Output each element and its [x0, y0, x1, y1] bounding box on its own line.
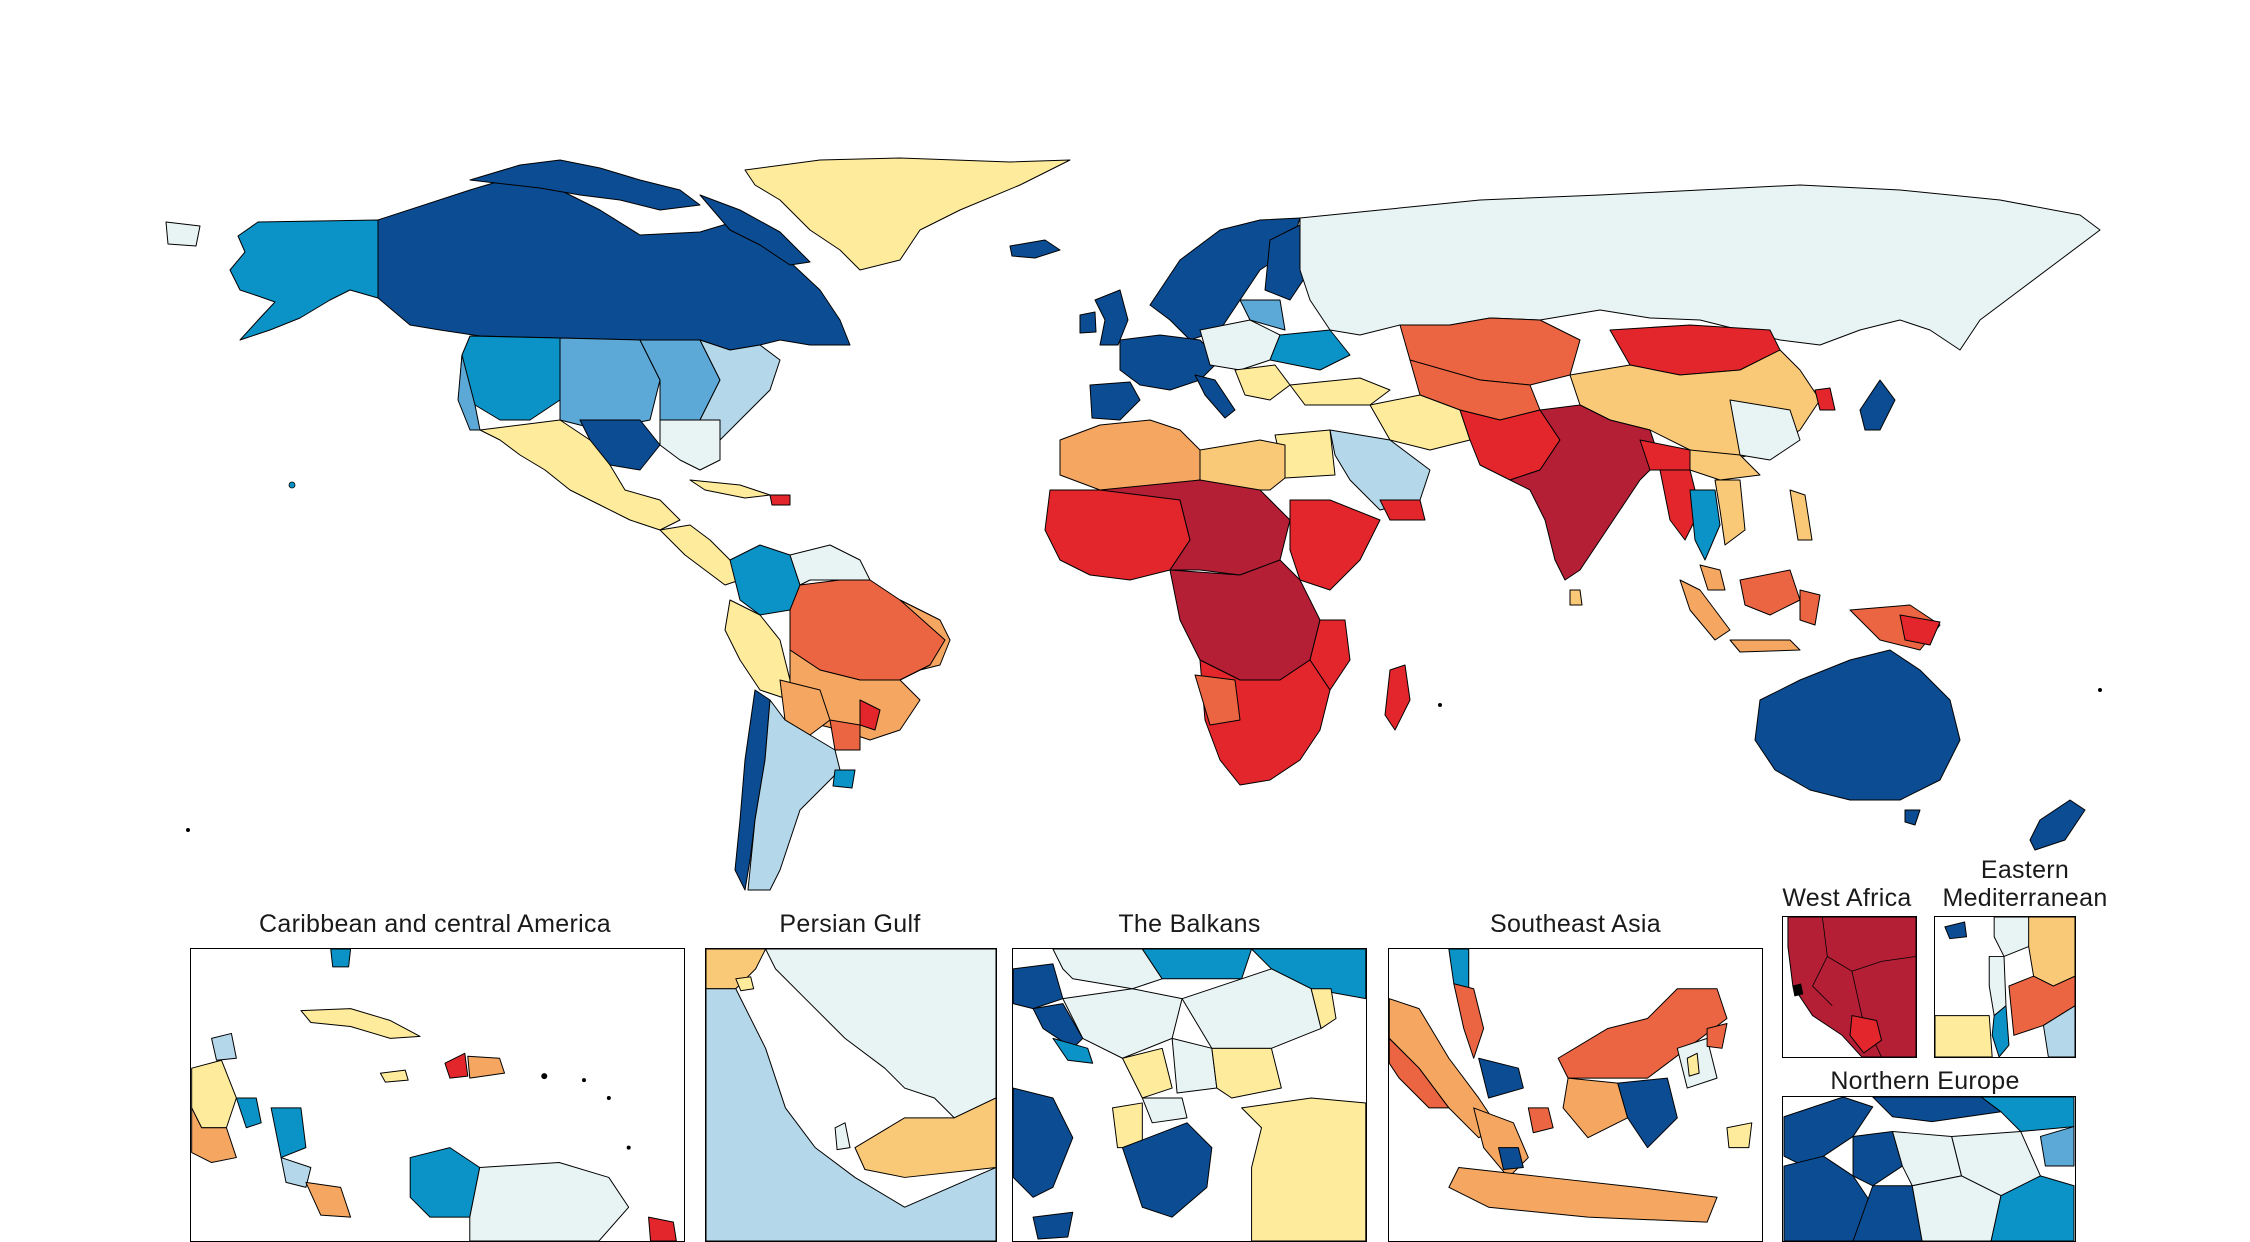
region-italy	[1194, 374, 1236, 419]
inset-title-southeast-asia: Southeast Asia	[1490, 910, 1661, 938]
island-dot	[1438, 703, 1442, 707]
region-myanmar	[1659, 469, 1701, 541]
region-ireland	[1079, 311, 1097, 334]
inset-west-africa-svg	[1787, 917, 1916, 1057]
region-finland	[1264, 224, 1311, 301]
region-uruguay	[832, 769, 856, 789]
region-brazil-south	[859, 699, 881, 731]
region-iberia	[1089, 381, 1141, 421]
inset-title-eastern-mediterranean: Eastern Mediterranean	[1942, 856, 2108, 912]
inset-caribbean-svg	[191, 949, 677, 1241]
region-korea-japan	[1859, 379, 1896, 431]
region-haiti	[769, 494, 791, 506]
region-sri-lanka	[1569, 589, 1583, 606]
region-venezuela-guyana	[789, 544, 871, 586]
inset-title-west-africa: West Africa	[1782, 884, 1912, 912]
inset-northern-europe-map	[1782, 1096, 2076, 1242]
region-cuba	[689, 479, 771, 499]
inset-southeast-asia-map	[1388, 948, 1763, 1242]
region-australia	[1754, 649, 1961, 801]
inset-eastern-mediterranean-map	[1934, 916, 2076, 1058]
island-dot	[186, 828, 190, 832]
region-sulawesi	[1799, 589, 1821, 626]
region-java	[1729, 639, 1801, 653]
inset-caribbean-map	[190, 948, 685, 1242]
region-thailand	[1689, 489, 1721, 561]
region-colombia	[729, 544, 801, 616]
region-uk	[1094, 289, 1129, 346]
region-turkey	[1289, 377, 1391, 406]
inset-southeast-asia-svg	[1389, 949, 1753, 1223]
region-sumatra	[1679, 579, 1731, 641]
inset-persian-gulf-svg	[706, 949, 996, 1241]
inset-title-persian-gulf: Persian Gulf	[779, 910, 921, 938]
region-korea	[1814, 387, 1836, 411]
inset-northern-europe-svg	[1783, 1097, 2075, 1241]
region-argentina	[747, 699, 841, 891]
region-borneo	[1739, 569, 1801, 616]
region-malaysia	[1699, 564, 1726, 591]
region-baltic	[1239, 299, 1286, 331]
region-canada-islands	[469, 159, 701, 211]
region-west-africa	[1044, 489, 1191, 581]
region-ukraine	[1269, 329, 1351, 371]
region-yemen	[1379, 499, 1426, 521]
inset-balkans-map	[1012, 948, 1367, 1242]
region-new-zealand	[2029, 799, 2086, 851]
inset-title-caribbean: Caribbean and central America	[259, 910, 611, 938]
region-canada	[377, 174, 851, 351]
region-paraguay	[829, 719, 861, 751]
region-greenland	[744, 157, 1071, 271]
island-dot	[2098, 688, 2102, 692]
region-usa-california	[457, 354, 481, 431]
inset-west-africa-map	[1782, 916, 1917, 1058]
region-vietnam-laos	[1714, 479, 1746, 546]
region-baffin	[699, 194, 811, 266]
island-dot	[288, 481, 296, 489]
region-brazil-northeast	[899, 599, 951, 681]
region-north-africa-west	[1059, 419, 1201, 491]
region-balkans	[1234, 364, 1291, 401]
region-tasmania	[1904, 809, 1921, 826]
region-central-europe	[1199, 319, 1281, 371]
region-alaska	[229, 219, 379, 341]
region-horn	[1289, 499, 1381, 591]
inset-title-balkans: The Balkans	[1118, 910, 1261, 938]
region-taiwan-philippines	[1789, 489, 1813, 541]
region-bolivia	[779, 679, 831, 736]
region-central-america	[659, 524, 741, 586]
region-usa-central	[559, 337, 661, 431]
inset-eastern-mediterranean-svg	[1935, 917, 2075, 1057]
region-brazil-north	[789, 579, 951, 681]
region-east-africa	[1309, 619, 1351, 691]
inset-title-northern-europe: Northern Europe	[1830, 1067, 2020, 1095]
region-papua	[1899, 614, 1941, 646]
region-chukotka-west	[165, 221, 201, 247]
region-angola	[1194, 674, 1241, 726]
region-china-east	[1729, 399, 1801, 461]
inset-balkans-svg	[1013, 949, 1366, 1241]
region-usa-southeast	[659, 419, 721, 471]
inset-persian-gulf-map	[705, 948, 997, 1242]
region-india	[1509, 404, 1661, 581]
region-central-africa	[1169, 559, 1321, 681]
region-iceland	[1009, 239, 1061, 259]
region-madagascar	[1384, 664, 1411, 731]
